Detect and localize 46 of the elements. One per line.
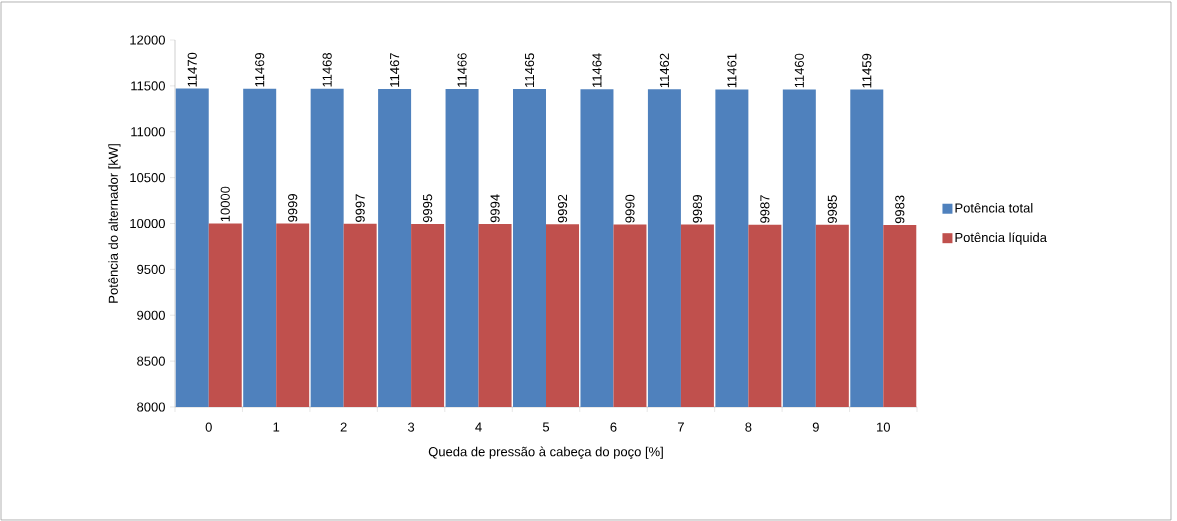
data-label: 9992 <box>557 194 568 223</box>
data-label: 9994 <box>490 194 500 223</box>
data-label: 9987 <box>760 195 770 223</box>
data-label: 11467 <box>390 53 400 87</box>
y-tick-label: 11500 <box>131 81 165 91</box>
data-label: 9997 <box>355 194 365 222</box>
y-tick-label: 10000 <box>130 218 165 229</box>
data-label: 11469 <box>255 52 265 87</box>
x-tick-label: 0 <box>205 422 212 432</box>
data-label: 9999 <box>288 194 298 222</box>
data-label: 11466 <box>457 53 467 87</box>
x-tick-label: 2 <box>340 422 347 432</box>
y-axis-title: Potência do alternador [kW] <box>108 144 121 303</box>
x-tick-label: 8 <box>745 422 752 432</box>
y-tick-label: 9500 <box>137 264 165 274</box>
data-label: 11460 <box>794 53 804 88</box>
data-label: 9989 <box>692 195 703 223</box>
x-tick-label: 3 <box>407 422 415 432</box>
data-label: 11468 <box>322 52 332 87</box>
x-tick-label: 6 <box>610 422 617 432</box>
y-tick-label: 8000 <box>137 402 165 412</box>
data-label: 11459 <box>862 53 872 88</box>
legend-label: Potência líquida <box>955 232 1047 245</box>
y-tick-label: 9000 <box>137 310 165 320</box>
data-label: 11465 <box>524 53 535 87</box>
data-label: 9983 <box>895 195 905 224</box>
data-label: 9995 <box>423 194 433 223</box>
data-label: 11464 <box>592 53 602 87</box>
x-tick-label: 7 <box>677 422 684 432</box>
y-tick-label: 10500 <box>130 173 165 183</box>
y-tick-label: 11000 <box>131 127 165 137</box>
data-label: 10000 <box>220 186 230 222</box>
x-tick-label: 5 <box>542 422 550 432</box>
x-tick-label: 10 <box>877 422 890 432</box>
x-tick-label: 1 <box>273 422 280 432</box>
data-label: 11461 <box>727 53 737 88</box>
data-label: 9985 <box>827 195 837 224</box>
y-tick-label: 12000 <box>130 35 165 45</box>
x-tick-label: 4 <box>475 422 482 432</box>
data-label: 11462 <box>659 53 670 88</box>
x-tick-label: 9 <box>812 422 819 432</box>
legend-label: Potência total <box>955 203 1033 213</box>
data-label: 11470 <box>187 52 197 87</box>
data-label: 9990 <box>625 194 635 223</box>
y-tick-label: 8500 <box>137 356 165 366</box>
x-axis-title: Queda de pressão à cabeça do poço [%] <box>428 446 663 459</box>
